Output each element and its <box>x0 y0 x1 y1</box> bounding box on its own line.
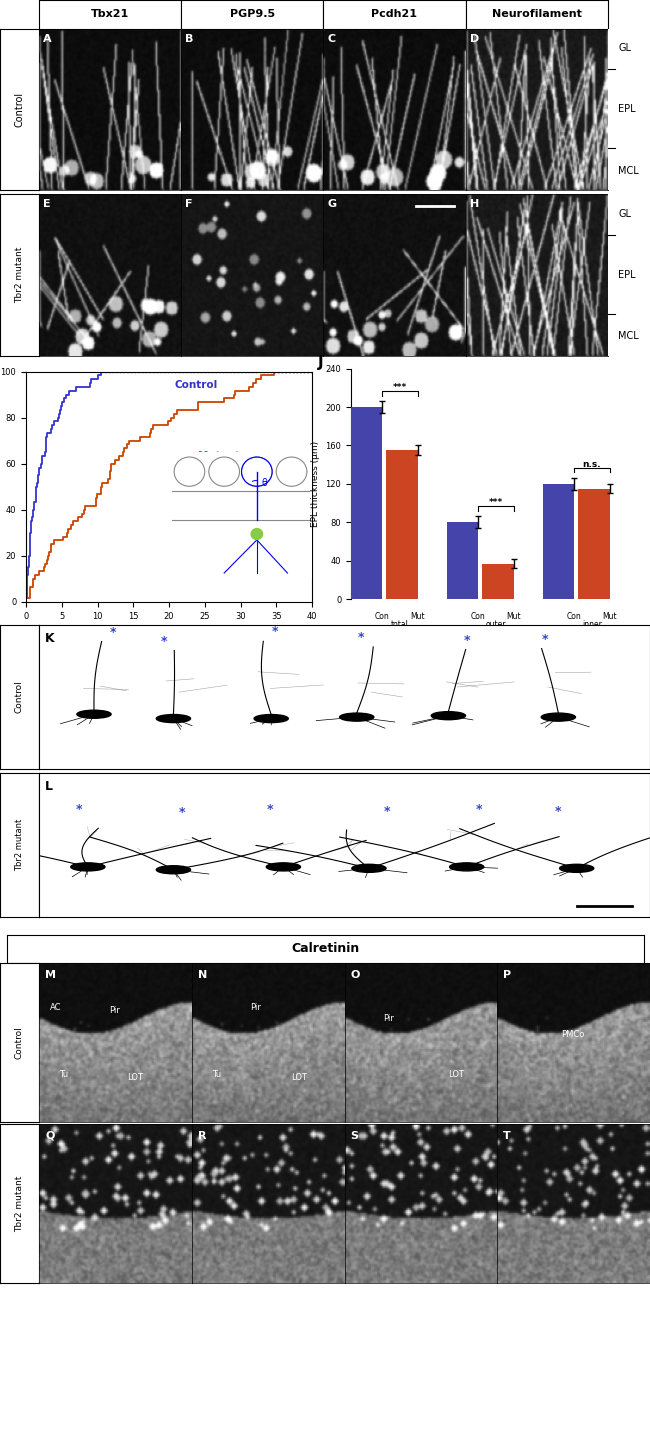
Text: *: * <box>179 806 185 819</box>
Text: Neurofilament: Neurofilament <box>491 10 582 19</box>
Text: Control: Control <box>14 92 25 127</box>
Text: S: S <box>350 1130 359 1140</box>
Text: Q: Q <box>45 1130 55 1140</box>
Text: B: B <box>185 33 194 43</box>
Text: Tbr2 mutant: Tbr2 mutant <box>15 246 24 304</box>
Circle shape <box>266 863 300 871</box>
Text: *: * <box>161 635 168 648</box>
Text: Pir: Pir <box>250 1004 261 1012</box>
Text: LOT: LOT <box>448 1070 464 1079</box>
Text: PGP9.5: PGP9.5 <box>229 10 275 19</box>
Text: *: * <box>464 634 471 647</box>
Circle shape <box>431 711 465 720</box>
Text: Tu: Tu <box>59 1070 68 1079</box>
Text: outer: outer <box>486 621 506 629</box>
Text: Calretinin: Calretinin <box>291 942 359 956</box>
Text: O: O <box>350 969 360 979</box>
Text: *: * <box>476 804 482 816</box>
Text: Tu: Tu <box>212 1070 221 1079</box>
Bar <box>387 451 418 599</box>
Text: R: R <box>198 1130 206 1140</box>
Text: T: T <box>503 1130 511 1140</box>
Text: C: C <box>328 33 336 43</box>
Y-axis label: EPL thickness (μm): EPL thickness (μm) <box>311 441 320 527</box>
Text: *: * <box>384 805 390 818</box>
Bar <box>482 563 514 599</box>
Circle shape <box>339 713 374 721</box>
Text: H: H <box>470 199 479 209</box>
Text: Control: Control <box>15 1027 24 1058</box>
Text: Mut: Mut <box>410 612 425 622</box>
Circle shape <box>254 714 289 723</box>
Text: *: * <box>272 625 279 638</box>
Text: GL: GL <box>618 209 631 219</box>
Text: total: total <box>391 621 409 629</box>
Text: ***: *** <box>489 498 503 507</box>
Circle shape <box>71 863 105 871</box>
Text: MCL: MCL <box>618 331 639 341</box>
Text: GL: GL <box>618 43 631 53</box>
Text: EPL: EPL <box>618 271 636 279</box>
Circle shape <box>541 713 575 721</box>
Text: Con: Con <box>471 612 486 622</box>
Text: *: * <box>75 804 82 816</box>
Circle shape <box>156 865 190 874</box>
Text: Tbx21: Tbx21 <box>91 10 129 19</box>
Text: Pcdh21: Pcdh21 <box>371 10 417 19</box>
Text: *: * <box>542 632 549 645</box>
Bar <box>447 523 478 599</box>
Circle shape <box>352 864 386 873</box>
Text: F: F <box>185 199 193 209</box>
Circle shape <box>156 714 190 723</box>
Text: EPL: EPL <box>618 105 636 114</box>
Text: *: * <box>110 625 116 638</box>
Bar <box>543 484 574 599</box>
Text: D: D <box>470 33 479 43</box>
Text: Pir: Pir <box>383 1014 393 1024</box>
Text: P: P <box>503 969 512 979</box>
Text: M: M <box>45 969 56 979</box>
Text: Mut: Mut <box>506 612 521 622</box>
Circle shape <box>560 864 594 873</box>
Bar <box>351 408 382 599</box>
Text: Control: Control <box>175 380 218 390</box>
Text: Mut: Mut <box>603 612 617 622</box>
Text: MCL: MCL <box>618 166 639 176</box>
Text: inner: inner <box>582 621 602 629</box>
Circle shape <box>450 863 484 871</box>
Circle shape <box>77 710 111 719</box>
Text: Mutant: Mutant <box>198 451 240 461</box>
Text: J: J <box>317 354 323 370</box>
Text: Control: Control <box>15 681 24 713</box>
Text: L: L <box>45 780 53 793</box>
Text: Tbr2 mutant: Tbr2 mutant <box>15 1175 24 1231</box>
Text: Pir: Pir <box>109 1007 120 1015</box>
Text: *: * <box>358 631 365 644</box>
X-axis label: angle of primary dendrite (degree): angle of primary dendrite (degree) <box>90 626 248 635</box>
Text: PMCo: PMCo <box>562 1030 585 1040</box>
Text: *: * <box>267 804 274 816</box>
Text: Con: Con <box>567 612 582 622</box>
Text: G: G <box>328 199 337 209</box>
Text: E: E <box>44 199 51 209</box>
Text: ***: *** <box>393 383 407 392</box>
Text: LOT: LOT <box>127 1073 144 1081</box>
Text: A: A <box>44 33 52 43</box>
Text: AC: AC <box>49 1004 61 1012</box>
Text: Tbr2 mutant: Tbr2 mutant <box>15 819 24 871</box>
Text: K: K <box>45 632 55 645</box>
Text: n.s.: n.s. <box>582 459 601 468</box>
Bar <box>578 488 610 599</box>
Text: LOT: LOT <box>291 1073 307 1081</box>
Text: *: * <box>554 805 561 818</box>
Text: N: N <box>198 969 207 979</box>
Text: Con: Con <box>375 612 389 622</box>
